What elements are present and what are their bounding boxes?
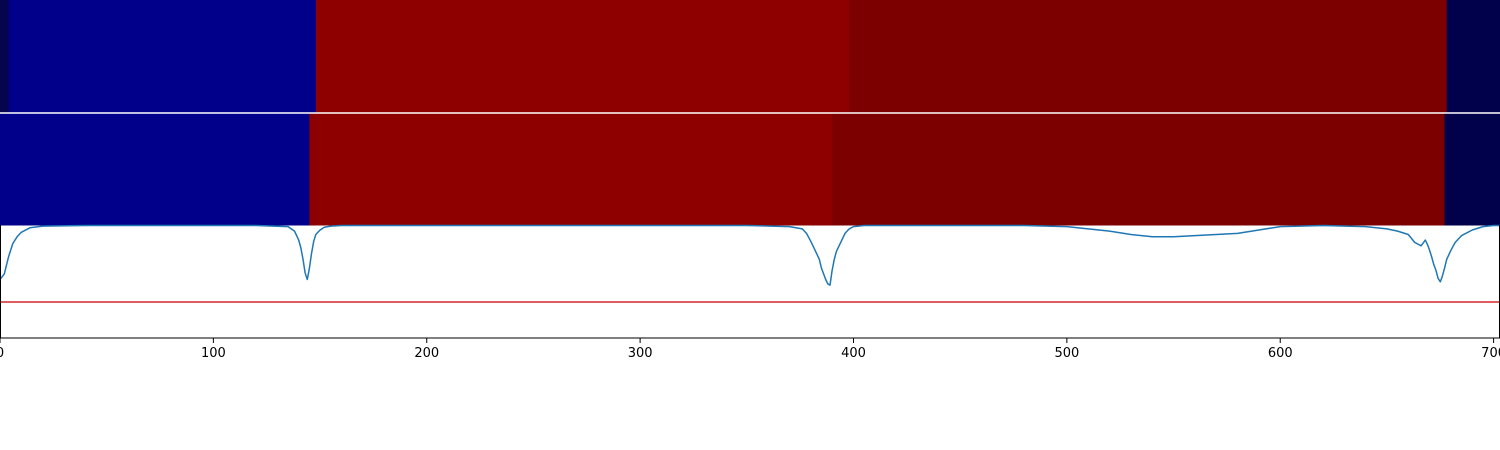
x-tick-label: 600 — [1268, 346, 1293, 361]
upper-segment-track-segment-4 — [1446, 0, 1500, 113]
upper-segment-track-segment-2 — [315, 0, 850, 113]
x-tick-label: 200 — [414, 346, 439, 361]
upper-segment-track-segment-3 — [849, 0, 1448, 113]
boundary-score-line — [0, 224, 1500, 286]
score-plot-area — [0, 225, 1500, 338]
lower-segment-track-segment-0 — [0, 113, 310, 226]
x-axis: 0 100 200 300 400 500 600 700 — [0, 338, 1500, 361]
upper-segment-track — [0, 0, 1500, 113]
x-tick-label: 100 — [201, 346, 226, 361]
lower-segment-track-segment-3 — [1444, 113, 1500, 226]
upper-segment-track-segment-1 — [8, 0, 317, 113]
boundary-score-panel — [0, 224, 1500, 339]
lower-segment-track-segment-1 — [309, 113, 833, 226]
lower-segment-track-segment-2 — [832, 113, 1446, 226]
lower-segment-track — [0, 113, 1500, 226]
x-tick-label: 500 — [1054, 346, 1079, 361]
x-tick-label: 300 — [628, 346, 653, 361]
x-tick-label: 0 — [0, 346, 4, 361]
upper-segment-track-segment-0 — [0, 0, 10, 113]
x-tick-label: 700 — [1481, 346, 1500, 361]
x-tick-label: 400 — [841, 346, 866, 361]
